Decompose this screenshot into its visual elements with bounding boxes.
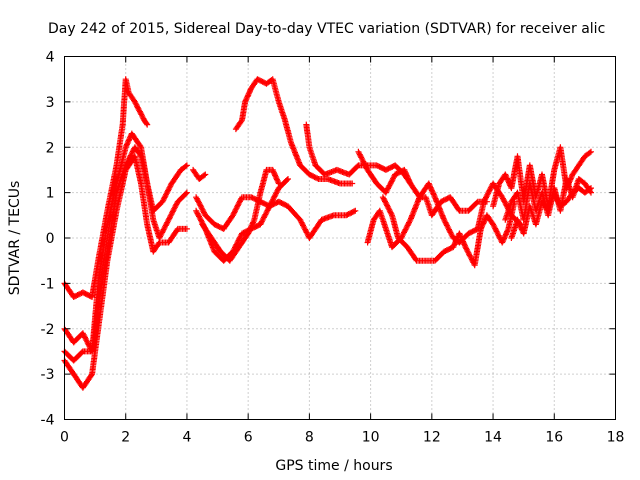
series-track-9	[232, 76, 356, 187]
data-point-markers	[508, 185, 594, 241]
x-tick-label: 10	[362, 430, 380, 446]
x-tick-label: 0	[60, 430, 69, 446]
y-axis-label: SDTVAR / TECUs	[7, 181, 23, 296]
y-tick-label: 2	[46, 140, 55, 156]
series-track-15	[502, 176, 594, 223]
x-tick-label: 18	[607, 430, 625, 446]
series-track-16	[508, 185, 594, 241]
y-tick-label: 1	[46, 186, 55, 202]
data-point-markers	[199, 166, 282, 264]
data-point-markers	[355, 148, 490, 219]
y-tick-label: -2	[41, 322, 55, 338]
y-tick-label: 4	[46, 50, 55, 66]
x-tick-label: 2	[121, 430, 130, 446]
y-tick-label: -3	[41, 367, 55, 383]
data-point-markers	[232, 76, 356, 187]
x-axis-label: GPS time / hours	[275, 458, 392, 474]
x-tick-label: 6	[244, 430, 253, 446]
data-point-markers	[190, 166, 209, 182]
y-tick-label: -4	[41, 413, 55, 429]
data-point-markers	[193, 194, 359, 241]
series-track-11	[355, 148, 490, 219]
series-track-12	[364, 180, 524, 251]
y-tick-label: -1	[41, 276, 55, 292]
grid-lines	[64, 56, 616, 420]
series-track-13	[379, 194, 518, 269]
x-tick-label: 14	[484, 430, 502, 446]
y-tick-label: 3	[46, 95, 55, 111]
data-point-markers	[502, 176, 594, 223]
x-tick-label: 12	[423, 430, 441, 446]
data-marks	[61, 76, 594, 391]
series-track-8	[199, 166, 282, 264]
y-tick-label: 0	[46, 231, 55, 247]
series-track-5	[190, 166, 209, 182]
x-tick-label: 4	[182, 430, 191, 446]
chart-title: Day 242 of 2015, Sidereal Day-to-day VTE…	[48, 21, 605, 37]
x-tick-label: 16	[545, 430, 563, 446]
x-tick-label: 8	[305, 430, 314, 446]
series-track-6	[193, 194, 359, 241]
data-point-markers	[364, 180, 524, 251]
data-point-markers	[379, 194, 518, 269]
plot-frame	[64, 56, 616, 420]
